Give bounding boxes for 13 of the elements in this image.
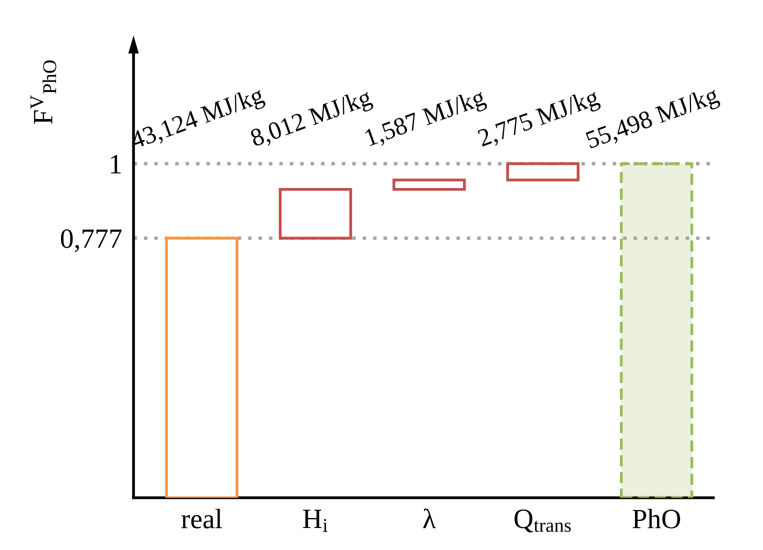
x-tick-label: PhO [632,508,680,528]
bar [620,162,694,498]
bar [506,162,580,182]
x-tick-label: Q$_{trans}$ [514,510,571,532]
bar [278,188,352,240]
bar [392,178,466,191]
y-axis-title: F$^{V}$$_{PhO}$ [30,60,56,124]
y-tick-label: 1 [110,154,121,174]
x-tick-label: λ [423,508,436,528]
x-tick-label: real [181,508,222,528]
x-tick-label: H$_{i}$ [303,510,328,532]
bar [165,236,238,498]
y-tick-label: 0,777 [60,229,122,252]
